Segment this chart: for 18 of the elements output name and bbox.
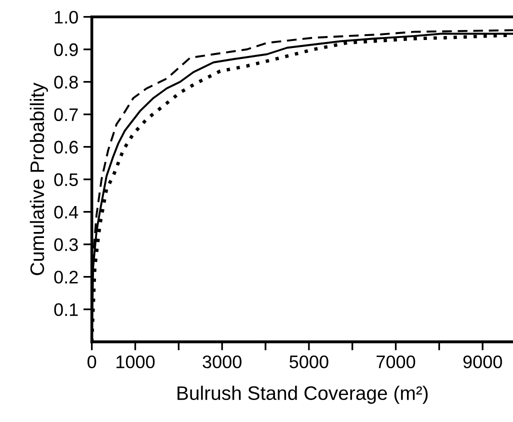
y-tick-label: 0.4 (54, 206, 78, 219)
x-axis-title: Bulrush Stand Coverage (m²) (178, 386, 428, 404)
x-tick-label: 1000 (116, 355, 155, 368)
y-tick-label: 0.5 (54, 173, 78, 186)
y-tick-label: 0.3 (54, 238, 78, 252)
x-tick-label: 3000 (202, 355, 242, 368)
y-tick-label: 0.1 (54, 303, 78, 316)
x-tick-label: 5000 (290, 355, 328, 368)
x-tick-label: 9000 (463, 355, 502, 368)
y-axis-title: Cumulative Probability (30, 82, 48, 276)
y-tick-label: 0.7 (54, 108, 78, 122)
x-tick-label: 7000 (376, 355, 416, 368)
x-tick-label: 0 (88, 355, 96, 368)
y-tick-label: 0.2 (54, 270, 78, 284)
y-tick-label: 1.0 (54, 10, 78, 24)
y-tick-label: 0.8 (54, 76, 78, 89)
y-tick-label: 0.9 (54, 43, 78, 56)
y-tick-label: 0.6 (54, 140, 78, 154)
